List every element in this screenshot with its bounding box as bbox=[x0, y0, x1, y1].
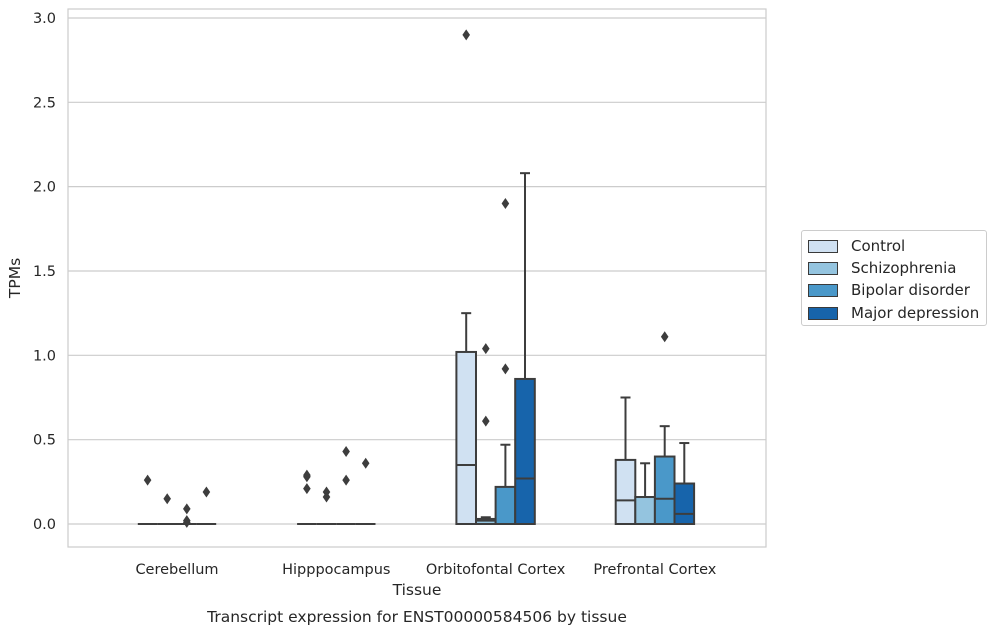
x-tick-label: Prefrontal Cortex bbox=[593, 562, 716, 578]
box bbox=[514, 377, 536, 525]
box bbox=[634, 496, 656, 525]
y-tick-label: 1.5 bbox=[33, 264, 56, 280]
outlier-point bbox=[342, 474, 350, 486]
outlier-point bbox=[501, 198, 510, 210]
outlier-point bbox=[462, 29, 470, 41]
y-tick-label: 0.0 bbox=[33, 517, 56, 533]
y-tick-label: 2.5 bbox=[33, 95, 56, 111]
outlier-point bbox=[163, 493, 171, 505]
outlier-point bbox=[342, 445, 350, 457]
chart-caption: Transcript expression for ENST0000058450… bbox=[206, 608, 627, 626]
y-tick-labels: 0.0 0.5 1.0 1.5 2.0 2.5 3.0 bbox=[33, 11, 56, 533]
y-tick-label: 2.0 bbox=[33, 180, 56, 196]
outlier-point bbox=[183, 515, 191, 527]
y-axis-label: TPMs bbox=[6, 258, 24, 299]
outlier-point bbox=[303, 483, 311, 495]
outlier-point bbox=[183, 503, 191, 515]
grid-lines bbox=[68, 17, 766, 525]
box bbox=[494, 485, 517, 526]
x-tick-labels: Cerebellum Hipppocampus Orbitofontal Corte… bbox=[135, 562, 716, 578]
x-tick-label: Cerebellum bbox=[135, 562, 218, 578]
y-tick-label: 1.0 bbox=[33, 348, 56, 364]
outlier-point bbox=[361, 457, 370, 469]
legend-item-control: Control bbox=[808, 235, 905, 257]
legend-label-bipolar-disorder: Bipolar disorder bbox=[851, 281, 970, 299]
y-tick-label: 3.0 bbox=[33, 11, 56, 27]
box-marks bbox=[137, 29, 696, 528]
x-tick-label: Orbitofontal Cortex bbox=[426, 562, 566, 578]
box bbox=[653, 455, 676, 526]
legend-swatch-bipolar-disorder bbox=[808, 283, 838, 297]
plot-area-frame bbox=[67, 8, 767, 548]
legend-swatch-control bbox=[808, 239, 838, 253]
outlier-point bbox=[322, 486, 331, 498]
legend-label-control: Control bbox=[851, 237, 906, 255]
outlier-point bbox=[482, 415, 490, 427]
legend-label-major-depression: Major depression bbox=[851, 304, 980, 322]
legend-label-schizophrenia: Schizophrenia bbox=[851, 259, 957, 277]
outlier-point bbox=[143, 474, 152, 486]
x-tick-label: Hipppocampus bbox=[282, 562, 390, 578]
outlier-point bbox=[501, 363, 510, 375]
outlier-point bbox=[482, 343, 490, 355]
x-axis-label: Tissue bbox=[392, 581, 442, 599]
legend-item-major-depression: Major depression bbox=[808, 302, 979, 324]
legend-item-schizophrenia: Schizophrenia bbox=[808, 257, 956, 279]
legend-swatch-schizophrenia bbox=[808, 261, 838, 275]
box bbox=[673, 482, 696, 525]
box bbox=[614, 458, 637, 525]
outlier-point bbox=[202, 486, 211, 498]
outlier-point bbox=[303, 469, 311, 481]
box bbox=[455, 350, 477, 525]
legend-swatch-major-depression bbox=[808, 306, 838, 320]
legend: Control Schizophrenia Bipolar disorder M… bbox=[801, 230, 987, 326]
y-tick-label: 0.5 bbox=[33, 433, 56, 449]
legend-item-bipolar-disorder: Bipolar disorder bbox=[808, 279, 970, 301]
outlier-point bbox=[660, 331, 669, 343]
